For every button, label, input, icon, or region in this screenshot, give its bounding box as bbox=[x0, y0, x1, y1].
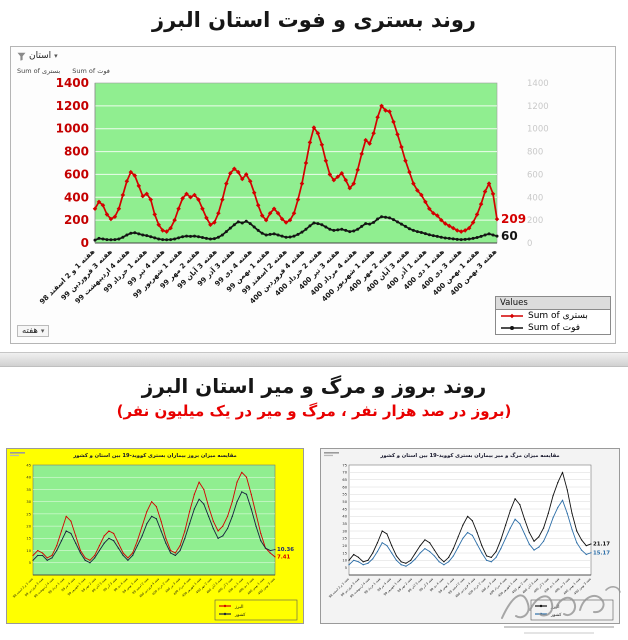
svg-text:45: 45 bbox=[26, 463, 31, 467]
svg-text:70: 70 bbox=[342, 471, 347, 475]
province-filter-label: استان bbox=[29, 51, 52, 61]
incidence-chart-canvas: مقایسه میزان بروز بیماران بستری کووید-19… bbox=[10, 452, 298, 621]
mortality-comparison-chart: مقایسه میزان مرگ و میر بیماران بستری کوو… bbox=[320, 448, 620, 624]
svg-text:200: 200 bbox=[64, 213, 89, 227]
svg-text:15: 15 bbox=[26, 537, 31, 541]
filter-funnel-icon bbox=[17, 52, 26, 61]
svg-text:15: 15 bbox=[342, 551, 347, 555]
svg-text:7.41: 7.41 bbox=[277, 554, 291, 560]
legend-label-bastari: Sum of بستری bbox=[528, 311, 588, 321]
svg-text:30: 30 bbox=[342, 529, 347, 533]
svg-text:0: 0 bbox=[81, 236, 89, 250]
svg-text:15.17: 15.17 bbox=[593, 550, 610, 556]
svg-text:200: 200 bbox=[527, 216, 543, 226]
svg-text:کشور: کشور bbox=[234, 612, 246, 618]
svg-text:35: 35 bbox=[342, 522, 347, 526]
svg-text:البرز: البرز bbox=[550, 605, 559, 610]
svg-text:75: 75 bbox=[342, 463, 347, 467]
svg-text:21.17: 21.17 bbox=[593, 541, 610, 547]
legend-marker-fot-icon bbox=[501, 326, 523, 330]
svg-text:400: 400 bbox=[527, 193, 543, 203]
svg-text:40: 40 bbox=[26, 476, 31, 480]
svg-text:800: 800 bbox=[64, 145, 89, 159]
right-axis-field[interactable]: Sum of فوت bbox=[72, 67, 110, 75]
svg-text:209: 209 bbox=[501, 212, 526, 226]
svg-text:5: 5 bbox=[29, 561, 31, 565]
svg-text:1400: 1400 bbox=[56, 76, 89, 90]
province-filter[interactable]: استان ▾ bbox=[17, 51, 58, 61]
week-caret-icon: ▾ bbox=[40, 327, 45, 335]
svg-text:0: 0 bbox=[527, 239, 532, 249]
svg-text:مقایسه میزان بروز بیماران بستر: مقایسه میزان بروز بیماران بستری کووید-19… bbox=[72, 453, 236, 459]
svg-text:40: 40 bbox=[342, 515, 347, 519]
filter-caret-icon: ▾ bbox=[54, 52, 58, 60]
axis-field-buttons: Sum of بستری Sum of فوت bbox=[17, 67, 110, 75]
svg-text:البرز: البرز bbox=[234, 605, 243, 610]
svg-text:60: 60 bbox=[342, 485, 347, 489]
svg-text:10.36: 10.36 bbox=[277, 547, 294, 553]
legend-label-fot: Sum of فوت bbox=[528, 323, 581, 333]
svg-text:25: 25 bbox=[342, 537, 347, 541]
section-divider bbox=[0, 352, 628, 367]
svg-text:800: 800 bbox=[527, 148, 543, 158]
svg-text:1000: 1000 bbox=[56, 122, 89, 136]
svg-text:10: 10 bbox=[342, 559, 347, 563]
page-title: روند بستری و فوت استان البرز bbox=[152, 8, 476, 32]
svg-text:60: 60 bbox=[501, 229, 518, 243]
second-section-title: روند بروز و مرگ و میر استان البرز bbox=[141, 374, 487, 398]
legend-item-bastari[interactable]: Sum of بستری bbox=[496, 310, 610, 322]
legend-title: Values bbox=[496, 297, 610, 310]
svg-text:30: 30 bbox=[26, 500, 31, 504]
second-section-subtitle: (بروز در صد هزار نفر ، مرگ و میر در یک م… bbox=[116, 402, 512, 420]
svg-text:35: 35 bbox=[26, 488, 31, 492]
legend-item-fot[interactable]: Sum of فوت bbox=[496, 322, 610, 334]
svg-text:10: 10 bbox=[26, 549, 31, 553]
svg-text:مقایسه میزان مرگ و میر بیماران: مقایسه میزان مرگ و میر بیماران بستری کوو… bbox=[379, 451, 559, 459]
legend-marker-bastari-icon bbox=[501, 313, 523, 319]
svg-text:45: 45 bbox=[342, 507, 347, 511]
svg-text:20: 20 bbox=[26, 525, 31, 529]
svg-text:کشور: کشور bbox=[550, 612, 562, 618]
svg-text:20: 20 bbox=[342, 544, 347, 548]
svg-text:5: 5 bbox=[345, 566, 347, 570]
incidence-comparison-chart: مقایسه میزان بروز بیماران بستری کووید-19… bbox=[6, 448, 304, 624]
svg-text:25: 25 bbox=[26, 512, 31, 516]
svg-text:65: 65 bbox=[342, 478, 347, 482]
svg-text:55: 55 bbox=[342, 493, 347, 497]
svg-text:400: 400 bbox=[64, 190, 89, 204]
svg-text:1400: 1400 bbox=[527, 79, 549, 89]
left-axis-field[interactable]: Sum of بستری bbox=[17, 67, 61, 75]
svg-text:1200: 1200 bbox=[527, 102, 549, 112]
mortality-chart-canvas: مقایسه میزان مرگ و میر بیماران بستری کوو… bbox=[324, 451, 614, 621]
week-axis-field-label: هفته bbox=[22, 326, 38, 336]
svg-text:600: 600 bbox=[527, 170, 543, 180]
main-chart-canvas: 0 0 200 200 400 400 600 600 800 800 1000 1000 1200 12… bbox=[38, 76, 549, 306]
hospitalization-death-chart: 0 0 200 200 400 400 600 600 800 800 1000 1000 1200 12… bbox=[10, 46, 616, 344]
svg-text:1200: 1200 bbox=[56, 99, 89, 113]
svg-text:1000: 1000 bbox=[527, 125, 549, 135]
svg-text:50: 50 bbox=[342, 500, 347, 504]
chart-legend: Values Sum of بستری Sum of فوت bbox=[495, 296, 611, 335]
week-axis-field[interactable]: هفته ▾ bbox=[17, 325, 50, 337]
svg-text:600: 600 bbox=[64, 167, 89, 181]
